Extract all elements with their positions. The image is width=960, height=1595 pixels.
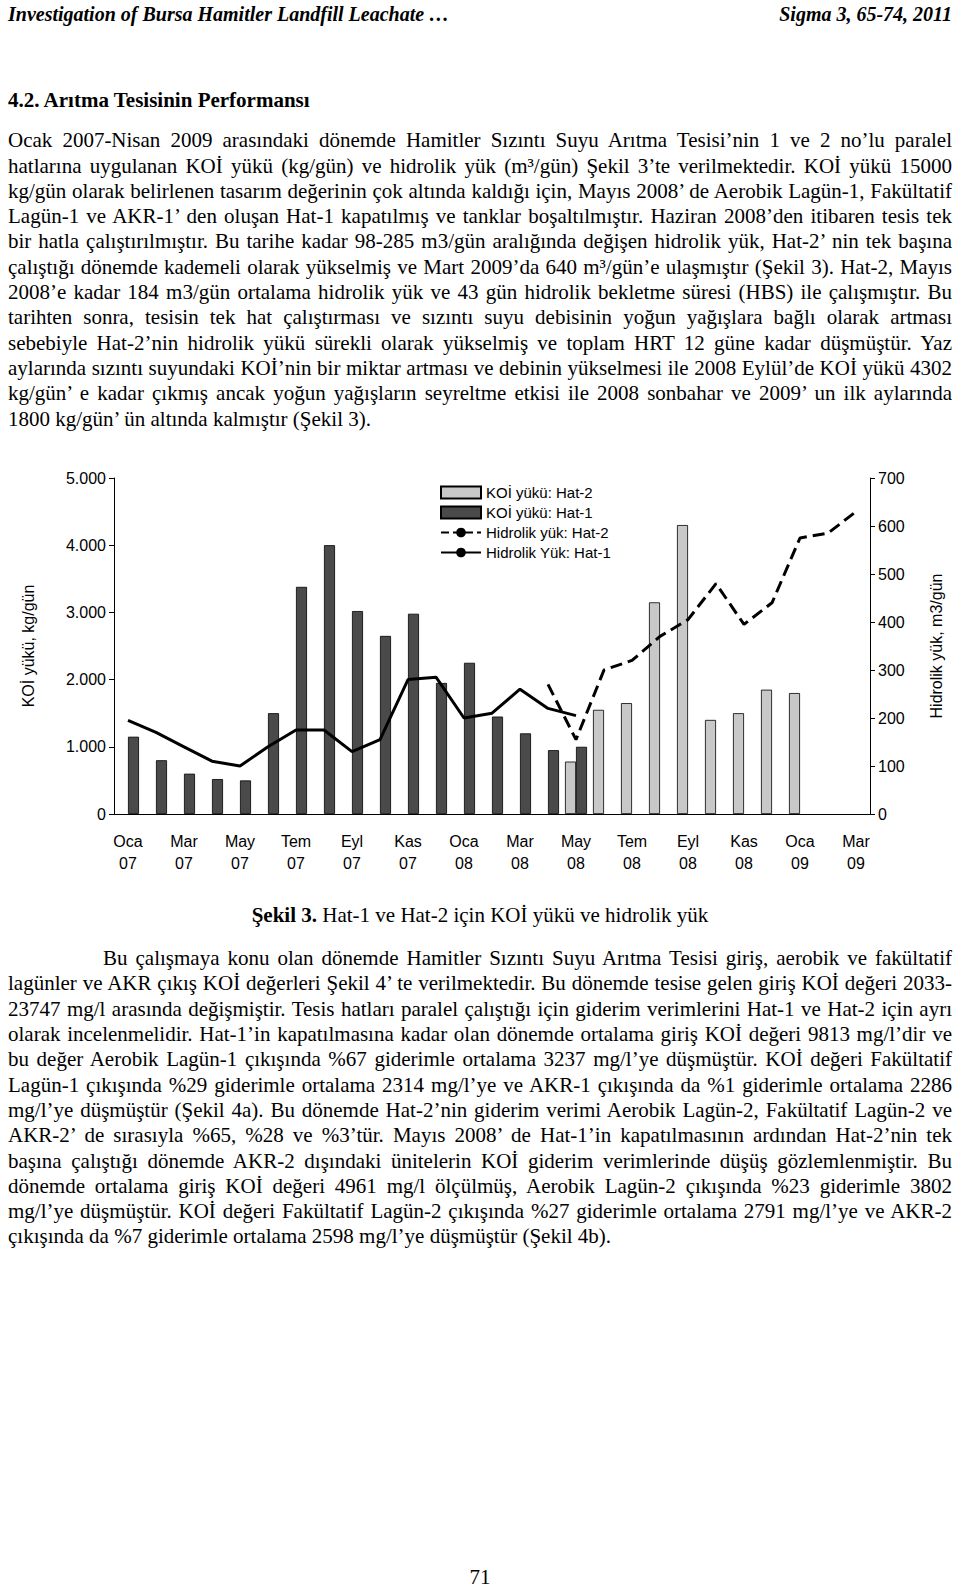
svg-text:4.000: 4.000 xyxy=(66,537,106,554)
svg-text:May: May xyxy=(225,832,255,849)
svg-text:07: 07 xyxy=(287,854,305,871)
svg-text:200: 200 xyxy=(878,709,905,726)
svg-text:Oca: Oca xyxy=(113,832,142,849)
svg-text:08: 08 xyxy=(567,854,585,871)
svg-text:Mar: Mar xyxy=(170,832,198,849)
svg-text:07: 07 xyxy=(399,854,417,871)
html-text:Şekil 3. Hat-1 ve Hat-2 için K: Şekil 3. Hat-1 ve Hat-2 için KOİ yükü ve… xyxy=(251,902,709,927)
svg-text:08: 08 xyxy=(735,854,753,871)
svg-text:0: 0 xyxy=(878,805,887,822)
svg-text:1.000: 1.000 xyxy=(66,738,106,755)
html-text:Sigma 3, 65-74, 2011: Sigma 3, 65-74, 2011 xyxy=(779,3,952,25)
svg-text:Tem: Tem xyxy=(617,832,647,849)
svg-text:08: 08 xyxy=(455,854,473,871)
html-text:71: 71 xyxy=(469,1565,491,1589)
html-text:Bu çalışmaya konu olan dönemde: Bu çalışmaya konu olan dönemde Hamitler … xyxy=(8,946,952,1249)
svg-text:07: 07 xyxy=(231,854,249,871)
html-text:Ocak 2007-Nisan 2009 arasındak: Ocak 2007-Nisan 2009 arasındaki dönemde … xyxy=(8,128,952,431)
svg-text:08: 08 xyxy=(679,854,697,871)
svg-text:07: 07 xyxy=(119,854,137,871)
svg-text:07: 07 xyxy=(175,854,193,871)
svg-text:KOİ yükü: Hat-1: KOİ yükü: Hat-1 xyxy=(486,504,593,521)
svg-text:Hidrolik Yük: Hat-1: Hidrolik Yük: Hat-1 xyxy=(486,544,611,561)
svg-text:May: May xyxy=(561,832,591,849)
svg-text:Eyl: Eyl xyxy=(677,832,699,849)
svg-text:KOİ yükü: Hat-2: KOİ yükü: Hat-2 xyxy=(486,484,593,501)
svg-text:Kas: Kas xyxy=(730,832,758,849)
svg-text:Oca: Oca xyxy=(785,832,814,849)
svg-text:700: 700 xyxy=(878,469,905,486)
svg-text:Kas: Kas xyxy=(394,832,422,849)
svg-text:100: 100 xyxy=(878,757,905,774)
html-text:4.2. Arıtma Tesisinin Performa: 4.2. Arıtma Tesisinin Performansı xyxy=(8,88,310,112)
svg-text:400: 400 xyxy=(878,613,905,630)
svg-text:KOİ yükü, kg/gün: KOİ yükü, kg/gün xyxy=(19,584,37,707)
svg-text:Oca: Oca xyxy=(449,832,478,849)
svg-text:500: 500 xyxy=(878,565,905,582)
svg-text:Eyl: Eyl xyxy=(341,832,363,849)
html-text:Investigation of Bursa Hamitle: Investigation of Bursa Hamitler Landfill… xyxy=(8,3,450,25)
svg-text:0: 0 xyxy=(97,805,106,822)
svg-text:2.000: 2.000 xyxy=(66,671,106,688)
svg-text:5.000: 5.000 xyxy=(66,469,106,486)
svg-text:08: 08 xyxy=(511,854,529,871)
svg-text:Hidrolik yük, m3/gün: Hidrolik yük, m3/gün xyxy=(928,573,945,718)
svg-text:600: 600 xyxy=(878,517,905,534)
svg-text:Mar: Mar xyxy=(842,832,870,849)
svg-text:3.000: 3.000 xyxy=(66,604,106,621)
svg-text:09: 09 xyxy=(791,854,809,871)
svg-text:07: 07 xyxy=(343,854,361,871)
svg-text:Tem: Tem xyxy=(281,832,311,849)
svg-text:Mar: Mar xyxy=(506,832,534,849)
svg-text:300: 300 xyxy=(878,661,905,678)
svg-text:08: 08 xyxy=(623,854,641,871)
svg-text:Hidrolik yük: Hat-2: Hidrolik yük: Hat-2 xyxy=(486,524,609,541)
svg-text:09: 09 xyxy=(847,854,865,871)
